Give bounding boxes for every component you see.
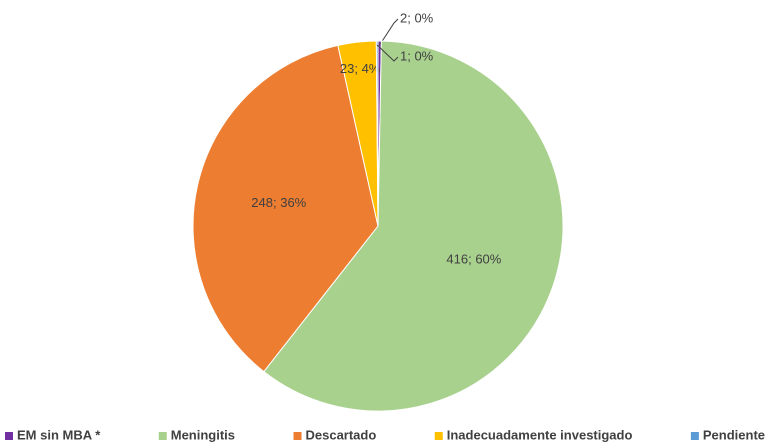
- legend-swatch: [293, 432, 302, 440]
- leader-line: [376, 44, 399, 62]
- legend-swatch: [5, 432, 13, 440]
- data-label: 248; 36%: [251, 195, 306, 210]
- pie-slice: [192, 44, 379, 373]
- legend-label: EM sin MBA *: [17, 427, 101, 442]
- data-label: 23; 4%: [340, 61, 381, 76]
- legend-swatch: [690, 432, 699, 440]
- legend-label: Pendiente: [703, 427, 765, 442]
- pie-slice: [263, 40, 564, 412]
- legend-swatch: [434, 432, 443, 440]
- data-label: 1; 0%: [400, 48, 434, 63]
- legend-label: Meningitis: [171, 427, 235, 442]
- legend-swatch: [158, 432, 167, 440]
- pie-slice: [375, 40, 379, 227]
- data-label: 416; 60%: [446, 252, 501, 267]
- leader-line: [379, 18, 399, 46]
- legend-label: Descartado: [305, 427, 376, 442]
- legend-label: Inadecuadamente investigado: [447, 427, 633, 442]
- data-label: 2; 0%: [400, 10, 434, 25]
